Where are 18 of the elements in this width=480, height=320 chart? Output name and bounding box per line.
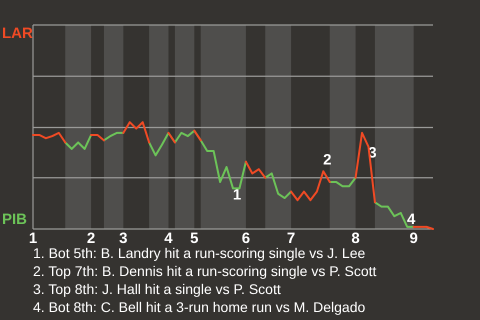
annotation: 1: [232, 186, 242, 204]
x-tick-label: 7: [286, 230, 296, 247]
text: PIB: [2, 211, 28, 228]
x-tick-label: 6: [242, 230, 250, 247]
text: LAR: [2, 25, 33, 42]
x-tick-label: 3: [119, 230, 128, 247]
text: 3. Top 8th: J. Hall hit a single vs P. Scott: [33, 281, 281, 297]
text: 2. Top 7th: B. Dennis hit a run-scoring single vs P. Scott: [33, 263, 377, 279]
x-tick-label: 1: [28, 230, 38, 247]
annotation: 2: [323, 151, 332, 168]
x-tick-label: 5: [190, 230, 198, 247]
text: 4. Bot 8th: C. Bell hit a 3-run home run vs M. Delgado: [33, 299, 366, 315]
x-tick-label: 4: [164, 230, 174, 247]
annotation: 4: [407, 210, 416, 228]
text: 1. Bot 5th: B. Landry hit a run-scoring single vs J. Lee: [33, 245, 366, 261]
x-tick-label: 2: [86, 230, 96, 247]
x-tick-label: 8: [351, 230, 360, 247]
x-tick-label: 9: [409, 230, 418, 247]
